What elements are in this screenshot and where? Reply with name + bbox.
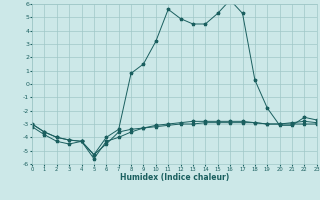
X-axis label: Humidex (Indice chaleur): Humidex (Indice chaleur) <box>120 173 229 182</box>
